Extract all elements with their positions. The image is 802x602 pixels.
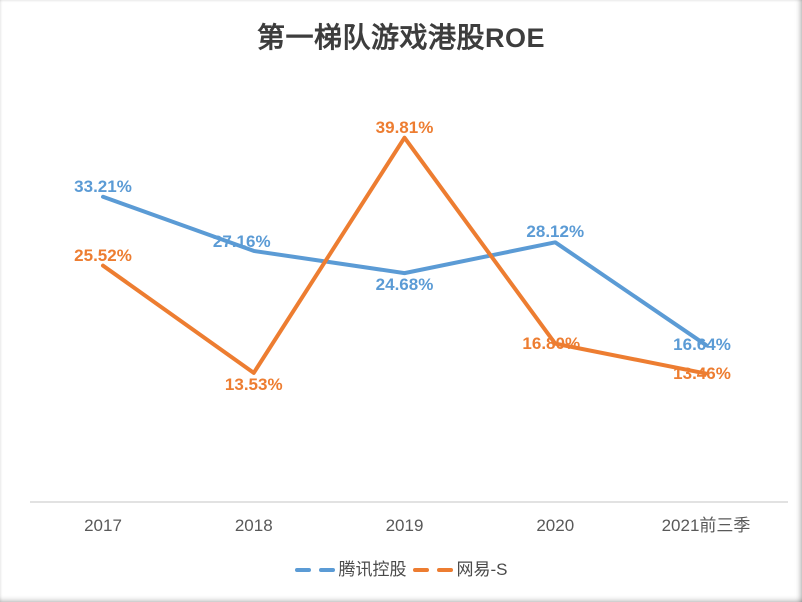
data-label-series0-3: 28.12% [526,222,585,242]
x-tick-4: 2021前三季 [661,516,751,535]
legend-dash-icon [318,568,335,572]
data-label-series0-4: 16.64% [673,335,731,355]
legend-dash-icon [436,568,453,572]
x-tick-1: 2018 [234,516,273,535]
x-tick-3: 2020 [536,516,575,535]
legend-item-0: 腾讯控股 [294,558,407,582]
chart-title-en: ROE [485,23,546,53]
legend-item-1: 网易-S [412,558,508,582]
chart-title: 第一梯队游戏港股ROE [0,16,802,56]
data-label-series1-1: 13.53% [224,374,283,394]
data-label-series1-4: 13.46% [673,363,731,383]
chart-title-cn: 第一梯队游戏港股 [256,23,485,54]
series-line-1 [101,135,708,376]
x-tick-0: 2017 [84,516,122,535]
legend-label: 网易-S [456,560,508,579]
legend-dash-icon [412,568,429,572]
data-label-series0-1: 27.16% [212,231,271,251]
legend: 腾讯控股 网易-S [0,558,802,582]
legend-label: 腾讯控股 [338,560,407,579]
data-label-series0-2: 24.68% [375,275,434,295]
legend-dash-icon [294,568,311,572]
data-label-series1-2: 39.81% [375,117,434,137]
data-label-series1-0: 25.52% [74,245,132,265]
series-line-0 [101,194,708,348]
x-tick-2: 2019 [385,516,424,535]
data-label-series0-0: 33.21% [74,176,132,196]
data-label-series1-3: 16.80% [522,333,581,353]
